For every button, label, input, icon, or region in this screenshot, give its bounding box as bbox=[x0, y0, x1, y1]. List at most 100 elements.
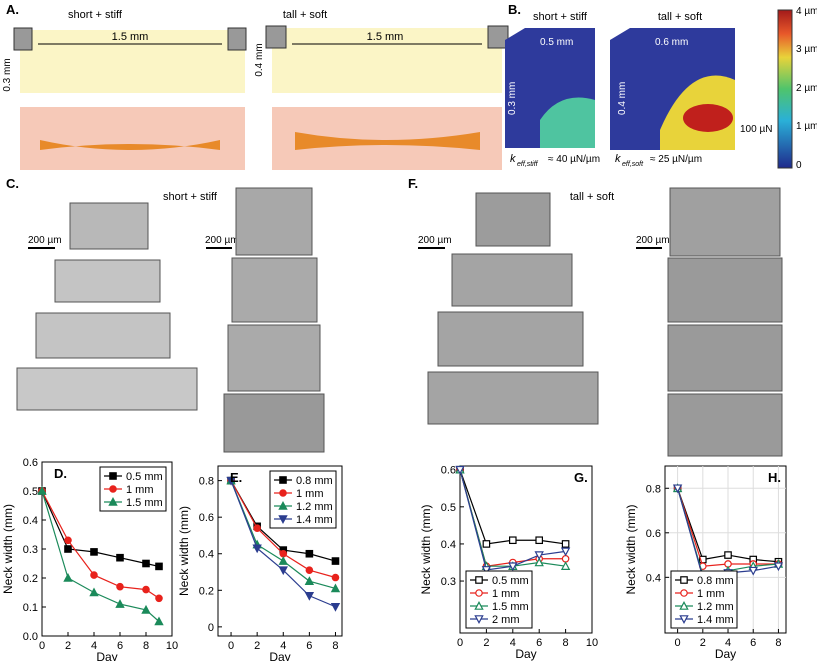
dimension-label: 0.4 mm bbox=[254, 43, 265, 76]
dimension-label: 0.3 mm bbox=[2, 58, 13, 91]
x-tick-label: 8 bbox=[775, 637, 781, 649]
micrograph bbox=[231, 257, 318, 323]
legend-marker bbox=[474, 615, 484, 624]
scale-bar-label: 200 µm bbox=[28, 235, 62, 246]
panel-title: short + stiff bbox=[533, 11, 588, 23]
x-axis-label: Day bbox=[96, 650, 117, 661]
k-symbol: k bbox=[510, 153, 516, 165]
data-point bbox=[252, 544, 262, 554]
data-point bbox=[116, 582, 124, 591]
x-tick-label: 10 bbox=[586, 637, 598, 649]
data-point bbox=[142, 559, 150, 568]
x-tick-label: 2 bbox=[65, 640, 71, 652]
data-point bbox=[330, 602, 341, 612]
legend-marker bbox=[278, 515, 288, 524]
x-tick-label: 4 bbox=[725, 637, 731, 649]
legend-label: 1.2 mm bbox=[296, 501, 333, 513]
y-tick-label: 0.5 bbox=[441, 502, 456, 514]
colorbar-label: 0 bbox=[796, 160, 802, 171]
x-tick-label: 2 bbox=[254, 640, 260, 652]
legend-marker bbox=[109, 485, 117, 493]
data-point bbox=[141, 604, 151, 614]
x-tick-label: 8 bbox=[563, 637, 569, 649]
panel-b: B. short + stiff tall + soft 0.5 mm 0.3 … bbox=[505, 2, 817, 171]
plot-frame bbox=[459, 465, 593, 634]
x-tick-label: 0 bbox=[228, 640, 234, 652]
chamber bbox=[20, 30, 245, 93]
series-line bbox=[459, 469, 566, 545]
legend-marker bbox=[680, 576, 688, 584]
post bbox=[13, 27, 33, 51]
y-tick-label: 0 bbox=[208, 622, 214, 634]
plot-frame bbox=[664, 465, 787, 634]
data-point bbox=[748, 566, 758, 576]
data-point bbox=[279, 549, 288, 558]
k-symbol: k bbox=[615, 153, 621, 165]
panel-c: C. short + stiff 200 µm 200 µm bbox=[6, 176, 325, 453]
colorbar-label: 3 µm bbox=[796, 44, 817, 55]
legend-label: 1 mm bbox=[697, 588, 725, 600]
chart-title: E. bbox=[230, 470, 242, 485]
data-point bbox=[724, 551, 732, 559]
x-tick-label: 8 bbox=[143, 640, 149, 652]
legend-label: 1.4 mm bbox=[697, 614, 734, 626]
panel-title: tall + soft bbox=[283, 9, 327, 21]
data-point bbox=[115, 599, 125, 608]
chart: 0.3 0.4 0.5 0.6 0 2 4 6 8 10 Day Neck width (mm) G. 0… bbox=[419, 465, 598, 661]
micrograph bbox=[669, 187, 781, 257]
data-point bbox=[560, 561, 571, 570]
legend-label: 2 mm bbox=[492, 614, 520, 626]
data-point bbox=[63, 573, 73, 582]
chamber bbox=[20, 107, 245, 170]
chart: 0.4 0.6 0.8 0 2 4 6 8 Day Neck width (mm) H. 0.8 mm… bbox=[624, 465, 787, 661]
chamber bbox=[272, 28, 502, 93]
k-subscript: eff,soft bbox=[622, 161, 644, 168]
data-point bbox=[37, 486, 47, 495]
x-tick-label: 0 bbox=[675, 637, 681, 649]
legend-marker bbox=[679, 615, 689, 624]
k-value: ≈ 40 µN/µm bbox=[548, 154, 600, 165]
legend-label: 1.5 mm bbox=[492, 601, 529, 613]
dimension-label: 0.3 mm bbox=[507, 82, 518, 115]
y-tick-label: 0.4 bbox=[646, 572, 661, 584]
series-line bbox=[459, 469, 566, 567]
panel-label: A. bbox=[6, 2, 19, 17]
micrograph bbox=[235, 187, 313, 256]
y-tick-label: 0.6 bbox=[199, 512, 214, 524]
panel-label: F. bbox=[408, 176, 418, 191]
data-point bbox=[304, 591, 315, 601]
y-tick-label: 0.6 bbox=[646, 528, 661, 540]
tissue-model bbox=[683, 104, 733, 132]
dimension-label: 1.5 mm bbox=[112, 31, 149, 43]
x-tick-label: 2 bbox=[483, 637, 489, 649]
y-tick-label: 0.0 bbox=[23, 631, 38, 643]
panel-label: B. bbox=[508, 2, 521, 17]
colorbar-label: 1 µm bbox=[796, 121, 817, 132]
panel-title: short + stiff bbox=[163, 191, 218, 203]
colorbar-label: 2 µm bbox=[796, 83, 817, 94]
data-point bbox=[534, 557, 544, 567]
legend-marker bbox=[278, 501, 288, 510]
legend-marker bbox=[109, 472, 117, 480]
legend-marker bbox=[679, 601, 689, 610]
data-point bbox=[154, 616, 164, 626]
y-tick-label: 0.2 bbox=[199, 585, 214, 597]
legend-label: 0.8 mm bbox=[296, 475, 333, 487]
x-tick-label: 6 bbox=[536, 637, 542, 649]
charts: 0.0 0.1 0.2 0.3 0.4 0.5 0.6 0 2 4 6 8 10 Day Neck widt… bbox=[1, 457, 787, 664]
micrograph bbox=[54, 259, 161, 303]
dimension-label: 0.4 mm bbox=[617, 82, 628, 115]
data-point bbox=[482, 540, 491, 548]
x-tick-label: 6 bbox=[750, 637, 756, 649]
data-point bbox=[508, 562, 518, 572]
micrograph bbox=[667, 324, 783, 392]
x-tick-label: 8 bbox=[332, 640, 338, 652]
y-axis-label: Neck width (mm) bbox=[177, 506, 191, 596]
data-point bbox=[253, 524, 261, 532]
x-tick-label: 6 bbox=[306, 640, 312, 652]
y-tick-label: 0.4 bbox=[441, 539, 456, 551]
y-axis-label: Neck width (mm) bbox=[1, 504, 15, 594]
legend-label: 1 mm bbox=[296, 488, 324, 500]
chart-title: G. bbox=[574, 470, 588, 485]
micrograph bbox=[227, 324, 321, 392]
